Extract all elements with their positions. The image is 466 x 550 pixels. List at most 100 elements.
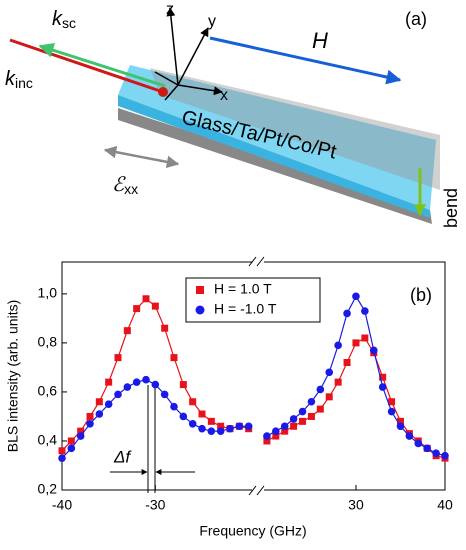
point (151, 380, 160, 389)
point (189, 398, 197, 406)
point (58, 447, 66, 455)
bent-slab (150, 68, 440, 190)
point (334, 341, 342, 350)
point (379, 373, 387, 381)
point (316, 405, 324, 413)
strain-label: ℰxx (112, 174, 138, 196)
axes-icon (154, 7, 223, 101)
legend-label: H = 1.0 T (214, 281, 272, 297)
point (170, 402, 178, 411)
point (123, 327, 131, 335)
point (325, 368, 334, 377)
break-gap-top (252, 258, 264, 266)
field-arrow (209, 36, 402, 85)
point (298, 407, 307, 416)
y-tick-label: 1,0 (38, 285, 58, 301)
legend-label: H = -1.0 T (214, 301, 277, 317)
point (104, 400, 113, 408)
point (369, 346, 378, 355)
point (188, 420, 197, 428)
y-tick-label: 0,8 (38, 334, 58, 350)
point (405, 432, 414, 440)
strain-arrow (103, 145, 180, 169)
slab-top (118, 65, 436, 210)
axis-break (248, 256, 265, 496)
point (378, 383, 387, 391)
point (76, 432, 85, 440)
legend-marker (195, 305, 205, 315)
point (86, 412, 94, 420)
slab-edge (118, 95, 430, 218)
point (244, 422, 253, 431)
point (95, 398, 103, 406)
axis-x: x (220, 87, 228, 104)
point (170, 354, 178, 362)
x-tick-label: 40 (437, 497, 453, 513)
point (388, 398, 396, 406)
y-axis-label: BLS intensity (arb. units) (5, 300, 21, 453)
k-sc-label: ksc (52, 8, 76, 30)
point (207, 427, 216, 435)
point (325, 393, 333, 401)
point (299, 417, 307, 425)
point (161, 324, 169, 332)
point (423, 444, 431, 453)
point (114, 390, 122, 399)
axis-y: y (208, 13, 216, 30)
point (289, 415, 298, 423)
y-tick-label: 0,6 (38, 383, 58, 399)
x-tick-label: -30 (145, 497, 165, 513)
field-label: H (312, 28, 328, 53)
point (77, 427, 85, 435)
point (343, 309, 351, 318)
point (396, 417, 404, 425)
point (280, 422, 289, 431)
break-gap-bottom (252, 486, 264, 494)
point (179, 412, 188, 421)
panel-label: (a) (405, 9, 427, 29)
point (352, 339, 360, 347)
point (396, 422, 405, 431)
point (272, 432, 280, 440)
plot: Δf (b) Frequency (GHz) BLS intensity (ar… (5, 256, 453, 539)
y-tick-label: 0,2 (38, 481, 58, 497)
point (114, 354, 122, 362)
point (263, 432, 271, 440)
point (316, 385, 325, 394)
point (95, 410, 104, 418)
point (142, 295, 150, 303)
point (352, 292, 360, 301)
legend (185, 277, 321, 323)
point (226, 424, 234, 433)
k-sc-beam (38, 42, 166, 88)
point (361, 307, 369, 315)
point (432, 449, 440, 458)
bend-label: bend (441, 188, 461, 228)
point (343, 359, 351, 367)
x-axis-label: Frequency (GHz) (199, 523, 306, 539)
point (58, 454, 66, 462)
point (86, 420, 94, 428)
point (142, 375, 150, 384)
axis-z: z (166, 1, 174, 18)
point (67, 437, 75, 445)
point (235, 422, 244, 431)
x-tick-label: 30 (348, 497, 364, 513)
point (263, 437, 271, 445)
x-tick-label: -40 (52, 497, 72, 513)
point (133, 305, 141, 313)
point (179, 381, 187, 389)
point (207, 417, 215, 425)
point (290, 422, 298, 430)
y-tick-label: 0,4 (38, 432, 58, 448)
point (151, 302, 159, 310)
point (123, 383, 132, 391)
point (67, 444, 76, 453)
k-inc-beam (9, 38, 164, 94)
point (361, 334, 369, 342)
delta-f-marker (110, 385, 195, 493)
diagram: (a) ksc kinc z y x H Glass/Ta/Pt/Co/Pt b… (5, 1, 461, 228)
point (105, 378, 113, 386)
